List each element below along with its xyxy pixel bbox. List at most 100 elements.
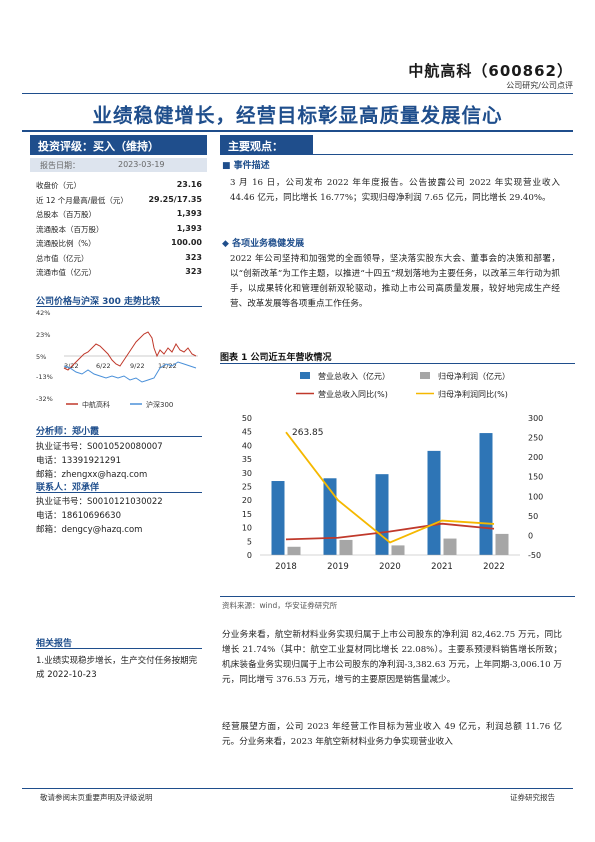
left-tick: 25 — [242, 483, 252, 492]
mini-xtick: 9/22 — [130, 362, 145, 370]
right-tick: 100 — [528, 492, 543, 501]
biz-title-text: 各项业务稳健发展 — [232, 239, 305, 249]
stat-label: 总市值（亿元） — [36, 253, 89, 263]
mini-chart-title: 公司价格与沪深 300 走势比较 — [36, 297, 161, 307]
footer-disclaimer[interactable]: 敬请参阅末页重要声明及评级说明 — [40, 793, 153, 802]
biz-title: ◆ 各项业务稳健发展 — [222, 236, 304, 249]
bar-归母净利润（亿元） — [391, 545, 405, 555]
stat-label: 总股本（百万股） — [36, 210, 96, 219]
bar-营业总收入（亿元） — [479, 433, 493, 555]
bar-归母净利润（亿元） — [443, 538, 457, 555]
left-tick: 0 — [247, 551, 252, 560]
bar-归母净利润（亿元） — [495, 533, 509, 555]
right-tick: -50 — [528, 551, 541, 560]
left-tick: 20 — [242, 496, 252, 505]
stat-value: 323 — [185, 267, 202, 276]
figure-source: 资料来源：wind，华安证券研究所 — [222, 601, 338, 610]
legend-label: 归母净利润同比(%) — [438, 389, 508, 399]
legend-swatch — [420, 372, 430, 379]
stat-label: 流通股本（百万股） — [36, 224, 104, 234]
legend-swatch — [300, 372, 310, 379]
bullet-icon: ■ — [222, 161, 234, 171]
bar-营业总收入（亿元） — [375, 474, 389, 555]
event-text: 3 月 16 日，公司发布 2022 年年度报告。公告披露公司 2022 年实现… — [230, 178, 560, 203]
bar-归母净利润（亿元） — [339, 539, 353, 555]
event-title-text: 事件描述 — [233, 161, 270, 171]
contact-email[interactable]: 邮箱：dengcy@hazq.com — [36, 525, 143, 535]
left-tick: 45 — [242, 428, 252, 437]
rating-bar: 投资评级：买入（维持） — [30, 135, 207, 155]
right-tick: 250 — [528, 434, 543, 443]
bullet-icon: ◆ — [222, 239, 233, 249]
figure-rule — [220, 363, 575, 364]
stat-value: 1,393 — [176, 223, 202, 233]
analyst-rule — [36, 436, 202, 437]
mini-ytick: -13% — [36, 373, 53, 381]
revenue-chart: 营业总收入（亿元） 归母净利润（亿元） 营业总收入同比(%) 归母净利润同比(%) 5… — [242, 371, 543, 572]
biz-text: 2022 年公司坚持和加强党的全面领导，坚决落实股东大会、董事会的决策和部署，以… — [230, 254, 560, 309]
peak-annotation: 263.85 — [292, 428, 324, 438]
stat-row: 收盘价（元） 23.16 — [36, 180, 202, 194]
mini-ytick: 42% — [36, 309, 50, 317]
mini-xtick: 6/22 — [96, 362, 111, 370]
stat-value: 29.25/17.35 — [148, 194, 202, 204]
related-reports-title: 相关报告 — [36, 639, 73, 649]
stat-row: 流通股本（百万股） 1,393 — [36, 224, 202, 238]
footer-label: 证券研究报告 — [510, 793, 555, 802]
figure-title: 图表 1 公司近五年营收情况 — [220, 353, 332, 363]
analyst-license: 执业证书号：S0010520080007 — [36, 442, 163, 452]
event-title: ■ 事件描述 — [222, 158, 270, 171]
legend-label: 营业总收入（亿元） — [318, 371, 390, 381]
left-tick: 30 — [242, 469, 252, 478]
footer-rule — [22, 788, 573, 789]
stat-row: 总股本（百万股） 1,393 — [36, 209, 202, 223]
left-tick: 15 — [242, 510, 252, 519]
legend-label: 归母净利润（亿元） — [438, 371, 510, 381]
headline: 业绩稳健增长，经营目标彰显高质量发展信心 — [92, 104, 503, 127]
stat-label: 收盘价（元） — [36, 181, 81, 190]
bar-营业总收入（亿元） — [427, 450, 441, 555]
right-tick: 200 — [528, 453, 543, 462]
bar-营业总收入（亿元） — [271, 481, 285, 555]
company-price-line — [63, 331, 197, 371]
stat-row: 流通市值（亿元） 323 — [36, 267, 202, 281]
report-date-row: 报告日期： 2023-03-19 — [30, 158, 207, 172]
mini-chart-rule — [36, 306, 202, 307]
x-tick: 2020 — [379, 562, 401, 572]
right-tick: 50 — [528, 512, 538, 521]
stat-label: 流通市值（亿元） — [36, 268, 96, 277]
mini-xtick: 12/22 — [158, 362, 177, 370]
related-rule — [36, 648, 202, 649]
left-tick: 40 — [242, 441, 252, 450]
figure-bottom-rule — [220, 596, 575, 597]
x-tick: 2018 — [275, 562, 297, 572]
left-tick: 50 — [242, 414, 252, 423]
report-date-label: 报告日期： — [40, 161, 80, 170]
report-date: 2023-03-19 — [118, 160, 165, 169]
report-type: 公司研究/公司点评 — [506, 81, 573, 90]
bar-归母净利润（亿元） — [287, 546, 301, 555]
legend-company: 中航高科 — [82, 400, 110, 409]
legend-index: 沪深300 — [146, 400, 173, 409]
stat-value: 100.00 — [171, 238, 202, 247]
outlook-paragraph: 经营展望方面，公司 2023 年经营工作目标为营业收入 49 亿元，利润总额 1… — [222, 722, 562, 747]
analyst-email[interactable]: 邮箱：zhengxx@hazq.com — [36, 470, 148, 480]
right-tick: 150 — [528, 473, 543, 482]
contact-title: 联系人：邓承佯 — [36, 483, 100, 493]
x-tick: 2019 — [327, 562, 349, 572]
price-comparison-chart: 42%23%5%-13%-32% 3/22 6/22 9/22 12/22 中航高科 … — [36, 309, 198, 409]
x-tick: 2021 — [431, 562, 453, 572]
stat-value: 1,393 — [176, 209, 202, 218]
contact-phone: 电话：18610696630 — [36, 511, 121, 521]
contact-rule — [36, 492, 202, 493]
stat-value: 323 — [185, 252, 202, 262]
main-views-rule — [313, 154, 573, 155]
related-report-item[interactable]: 1.业绩实现稳步增长，生产交付任务按期完成 2022-10-23 — [36, 656, 198, 680]
contact-license: 执业证书号：S0010121030022 — [36, 497, 163, 507]
right-tick: 300 — [528, 414, 543, 423]
right-tick: 0 — [528, 531, 533, 540]
index-line — [63, 361, 197, 383]
business-paragraph: 分业务来看，航空新材料业务实现归属于上市公司股东的净利润 82,462.75 万… — [222, 630, 562, 685]
left-tick: 5 — [247, 537, 252, 546]
bar-营业总收入（亿元） — [323, 478, 337, 555]
